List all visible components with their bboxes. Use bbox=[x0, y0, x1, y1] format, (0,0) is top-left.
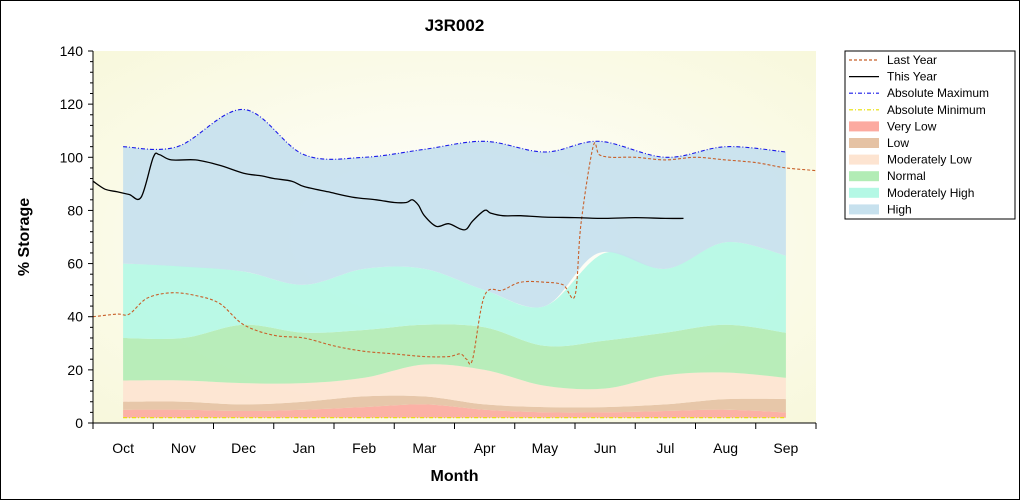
y-tick-label: 0 bbox=[75, 415, 83, 431]
y-axis-title: % Storage bbox=[16, 198, 33, 276]
y-tick-label: 60 bbox=[67, 256, 83, 272]
legend-swatch bbox=[849, 138, 879, 148]
y-tick-label: 20 bbox=[67, 362, 83, 378]
legend-label: Normal bbox=[887, 169, 926, 183]
legend-item-moderately-low: Moderately Low bbox=[849, 153, 972, 167]
chart-title: J3R002 bbox=[425, 16, 485, 35]
band-normal bbox=[123, 324, 786, 390]
legend-label: Low bbox=[887, 136, 909, 150]
legend-label: Absolute Minimum bbox=[887, 103, 986, 117]
legend-swatch bbox=[849, 121, 879, 132]
legend-label: Last Year bbox=[887, 53, 937, 67]
legend-item-this-year: This Year bbox=[849, 70, 937, 84]
band-very-low bbox=[123, 404, 786, 418]
legend-item-normal: Normal bbox=[849, 169, 926, 183]
x-tick-label: Mar bbox=[412, 440, 436, 456]
legend-swatch bbox=[849, 171, 879, 182]
y-tick-label: 40 bbox=[67, 309, 83, 325]
legend-item-high: High bbox=[849, 202, 912, 216]
legend-item-last-year: Last Year bbox=[849, 53, 937, 67]
x-tick-label: Oct bbox=[112, 440, 134, 456]
band-moderately-low bbox=[123, 364, 786, 408]
band-low bbox=[123, 395, 786, 413]
band-moderately-high bbox=[123, 242, 786, 347]
x-tick-label: Dec bbox=[231, 440, 256, 456]
bands-layer bbox=[123, 109, 786, 418]
series-line-last-year bbox=[92, 142, 817, 365]
legend-label: Moderately Low bbox=[887, 153, 972, 167]
y-tick-label: 100 bbox=[60, 149, 84, 165]
series-layer bbox=[92, 108, 817, 419]
y-tick-label: 80 bbox=[67, 202, 83, 218]
legend-item-absolute-minimum: Absolute Minimum bbox=[849, 103, 986, 117]
x-tick-label: Jul bbox=[656, 440, 674, 456]
x-tick-label: Sep bbox=[773, 440, 798, 456]
legend-item-absolute-maximum: Absolute Maximum bbox=[849, 86, 989, 100]
legend-item-low: Low bbox=[849, 136, 909, 150]
x-tick-label: Nov bbox=[171, 440, 196, 456]
series-line-absolute-maximum bbox=[123, 108, 786, 160]
legend-label: Absolute Maximum bbox=[887, 86, 989, 100]
x-tick-label: May bbox=[532, 440, 558, 456]
legend-swatch bbox=[849, 154, 879, 165]
y-tick-label: 120 bbox=[60, 96, 84, 112]
legend-swatch bbox=[849, 187, 879, 198]
x-tick-label: Jun bbox=[594, 440, 617, 456]
legend-swatch bbox=[849, 204, 879, 215]
legend: Last Year This Year Absolute Maximum Absolu… bbox=[844, 50, 1016, 220]
x-tick-label: Aug bbox=[713, 440, 738, 456]
x-tick-label: Apr bbox=[474, 440, 496, 456]
y-tick-label: 140 bbox=[60, 43, 84, 59]
legend-item-very-low: Very Low bbox=[849, 119, 937, 133]
x-axis-title: Month bbox=[431, 468, 479, 485]
legend-item-moderately-high: Moderately High bbox=[849, 186, 974, 200]
band-high bbox=[123, 109, 786, 308]
x-tick-label: Jan bbox=[293, 440, 316, 456]
axes-layer: 0 20 40 60 80 100 120 140 Oct Nov Dec Jan Feb Mar Apr M… bbox=[60, 43, 817, 456]
legend-label: This Year bbox=[887, 70, 937, 84]
x-tick-label: Feb bbox=[352, 440, 376, 456]
series-line-this-year bbox=[92, 152, 684, 231]
legend-label: High bbox=[887, 202, 912, 216]
legend-label: Very Low bbox=[887, 119, 937, 133]
legend-label: Moderately High bbox=[887, 186, 974, 200]
